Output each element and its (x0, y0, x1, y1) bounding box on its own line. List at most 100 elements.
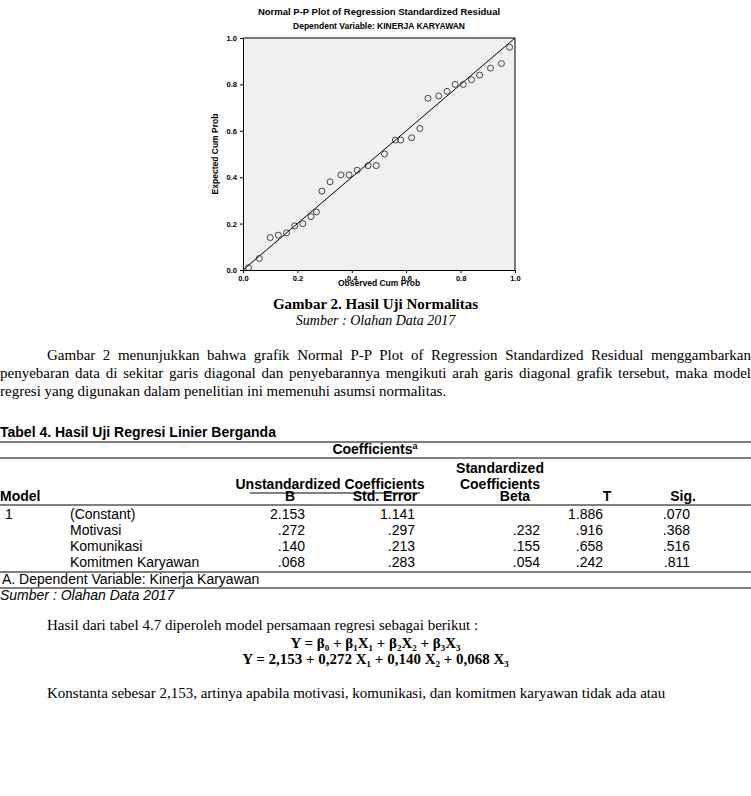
figure-source: Sumber : Olahan Data 2017 (0, 313, 751, 329)
table-cell: .516 (663, 538, 690, 554)
data-point (256, 255, 262, 261)
data-point (354, 167, 360, 173)
table-header: Sig. (670, 488, 696, 504)
data-point (452, 81, 458, 87)
plot-frame-right (515, 38, 516, 270)
table-cell: .283 (388, 554, 415, 570)
y-tick-mark (240, 177, 243, 178)
y-tick: 0.4 (227, 173, 243, 182)
table-cell: Komitmen Karyawan (70, 554, 199, 570)
data-point (507, 44, 513, 50)
data-point (417, 125, 423, 131)
table-heading-text: Coefficients (332, 441, 412, 457)
y-tick-mark (240, 131, 243, 132)
table-cell: .368 (663, 522, 690, 538)
x-tick-mark (515, 270, 516, 273)
x-tick-mark (297, 270, 298, 273)
x-tick-mark (352, 270, 353, 273)
table-cell: .068 (278, 554, 305, 570)
table-cell: .140 (278, 538, 305, 554)
data-point (444, 88, 450, 94)
table-cell: .242 (576, 554, 603, 570)
paragraph: Hasil dari tabel 4.7 diperoleh model per… (47, 617, 478, 634)
table-cell: .155 (513, 538, 540, 554)
x-tick: 0.0 (238, 270, 248, 283)
y-tick-label: 0.2 (227, 220, 237, 229)
table-cell: .916 (576, 522, 603, 538)
data-point (292, 223, 298, 229)
y-tick: 0.2 (227, 220, 243, 229)
data-point (365, 163, 371, 169)
data-point (284, 230, 290, 236)
y-axis: 0.0 0.2 0.4 0.6 0.8 1.0 (227, 34, 244, 275)
y-tick-mark (240, 270, 243, 271)
chart-title: Normal P-P Plot of Regression Standardiz… (258, 6, 500, 17)
y-tick-label: 0.6 (227, 127, 237, 136)
table-cell: .232 (513, 522, 540, 538)
x-tick-mark (406, 270, 407, 273)
table-cell: .658 (576, 538, 603, 554)
table-cell: 1 (5, 506, 13, 522)
table-cell: .054 (513, 554, 540, 570)
y-tick: 1.0 (227, 34, 243, 43)
table-heading-sup: a (413, 441, 419, 451)
table-cell: 1.886 (568, 506, 603, 522)
x-tick: 0.8 (456, 270, 466, 283)
table-footnote: A. Dependent Variable: Kinerja Karyawan (2, 571, 259, 587)
data-point (373, 163, 379, 169)
data-point (319, 188, 325, 194)
chart-subtitle: Dependent Variable: KINERJA KARYAWAN (293, 21, 465, 31)
data-point (498, 61, 504, 67)
table-heading: Coefficientsa (332, 441, 418, 457)
y-tick-label: 0.8 (227, 80, 237, 89)
data-point (245, 265, 251, 270)
table-cell: .070 (663, 506, 690, 522)
x-axis-title: Observed Cum Prob (338, 278, 420, 288)
table-rule (0, 458, 751, 459)
table-cell: 1.141 (380, 506, 415, 522)
y-axis-line (243, 39, 244, 271)
data-point (398, 137, 404, 143)
equation: Y = β₀ + β₁X₁ + β₂X₂ + β₃X₃ (0, 635, 751, 652)
figure-caption: Gambar 2. Hasil Uji Normalitas (0, 296, 751, 313)
data-point (327, 179, 333, 185)
y-tick: 0.0 (227, 266, 243, 275)
y-axis-title: Expected Cum Prob (210, 114, 220, 195)
table-header: T (603, 488, 612, 504)
x-tick-mark (461, 270, 462, 273)
data-point (460, 81, 466, 87)
plot-background (243, 38, 515, 270)
data-point (300, 221, 306, 227)
x-tick: 1.0 (510, 270, 520, 283)
y-tick-label: 0.0 (227, 266, 237, 275)
table-cell: .272 (278, 522, 305, 538)
data-point (436, 93, 442, 99)
y-tick-label: 1.0 (227, 34, 237, 43)
data-point (468, 77, 474, 83)
table-title: Tabel 4. Hasil Uji Regresi Linier Bergan… (0, 424, 276, 440)
table-header: B (285, 488, 295, 504)
table-source: Sumber : Olahan Data 2017 (0, 587, 176, 603)
equation: Y = 2,153 + 0,272 X₁ + 0,140 X₂ + 0,068 … (0, 651, 751, 668)
table-header: Model (0, 488, 40, 504)
data-point (488, 65, 494, 71)
table-cell: Motivasi (70, 522, 121, 538)
plot-frame-top (243, 38, 515, 39)
table-cell: (Constant) (70, 506, 135, 522)
table-cell: .213 (388, 538, 415, 554)
y-tick: 0.8 (227, 80, 243, 89)
table-cell: Komunikasi (70, 538, 142, 554)
table-header: Std. Error (353, 488, 418, 504)
data-point (338, 172, 344, 178)
data-point (275, 232, 281, 238)
data-point (267, 235, 273, 241)
table-cell: .297 (388, 522, 415, 538)
table-header: Beta (500, 488, 531, 504)
x-tick-label: 0.8 (456, 274, 466, 283)
data-point (346, 172, 352, 178)
x-tick: 0.2 (293, 270, 303, 283)
x-tick-label: 0.2 (293, 274, 303, 283)
x-axis-line (244, 270, 516, 271)
plot-marks (243, 38, 515, 270)
paragraph: Konstanta sebesar 2,153, artinya apabila… (47, 685, 751, 702)
